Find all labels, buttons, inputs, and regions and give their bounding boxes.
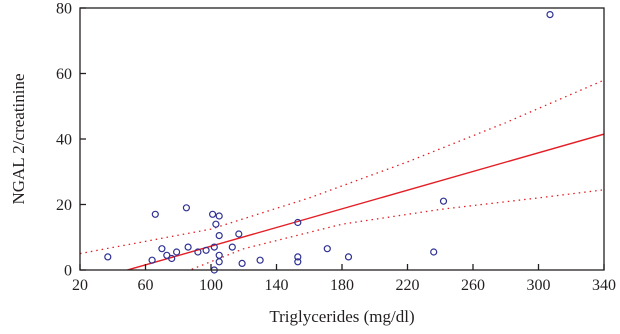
data-point [439,197,448,205]
x-tick-label: 340 [592,277,616,294]
data-point [256,256,264,264]
data-point [294,253,302,261]
data-point [104,253,112,261]
x-tick-label: 140 [265,277,289,294]
data-point [294,218,302,227]
data-point [215,251,223,259]
confidence-band-lower [188,189,604,270]
x-tick-label: 300 [527,277,551,294]
data-point [209,210,217,218]
data-point [238,259,246,267]
x-tick-label: 100 [199,277,223,294]
data-point [173,248,181,256]
data-point [182,204,190,212]
y-tick-label: 60 [56,66,72,83]
data-point [151,210,159,218]
data-point [168,254,176,263]
regression-line [125,133,604,270]
data-point [194,248,202,256]
x-tick-label: 220 [396,277,420,294]
data-point [215,258,223,266]
data-point [215,212,223,220]
x-tick-label: 180 [330,277,354,294]
y-axis-label: NGAL 2/creatinine [9,73,28,204]
data-point [158,245,166,253]
plot-frame [79,7,605,271]
y-tick-label: 20 [56,197,72,214]
data-point [294,258,302,266]
data-point [235,230,243,238]
data-point [430,248,438,256]
y-tick-label: 40 [56,132,72,149]
x-tick-label: 20 [72,277,88,294]
points-layer [104,11,554,274]
x-tick-label: 60 [138,277,154,294]
data-point [184,243,192,251]
data-point [323,245,331,253]
confidence-band-upper [80,79,604,255]
data-point [212,220,220,228]
data-point [546,11,554,19]
data-point [163,251,171,259]
y-tick-label: 80 [56,1,72,18]
y-tick-label: 0 [64,263,72,280]
data-point [215,232,223,240]
x-axis-label: Triglycerides (mg/dl) [269,307,414,326]
x-tick-label: 260 [461,277,485,294]
fit-layer [80,79,604,270]
data-point [228,243,236,251]
data-point [344,253,353,261]
data-point [202,246,210,254]
data-point [148,256,156,264]
data-point [210,243,218,251]
